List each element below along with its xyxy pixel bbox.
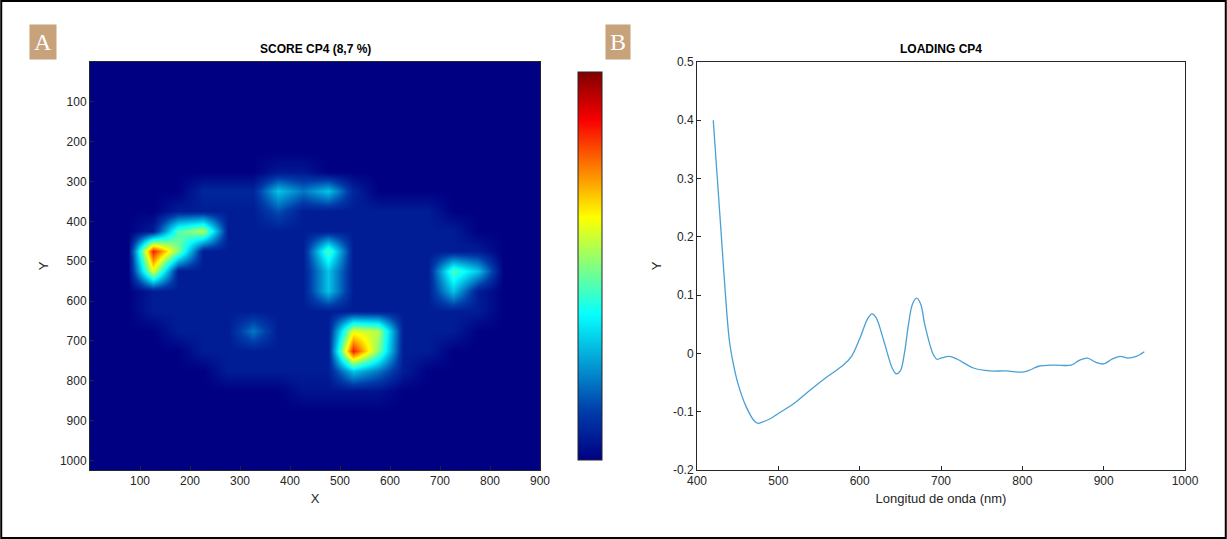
svg-text:B: B [610, 29, 626, 55]
svg-text:600: 600 [67, 294, 87, 308]
svg-text:300: 300 [230, 474, 250, 488]
svg-text:700: 700 [931, 474, 951, 488]
svg-text:500: 500 [330, 474, 350, 488]
svg-text:100: 100 [130, 474, 150, 488]
svg-text:1000: 1000 [1172, 474, 1199, 488]
svg-text:LOADING CP4: LOADING CP4 [900, 42, 982, 56]
svg-text:X: X [311, 491, 320, 506]
svg-text:600: 600 [850, 474, 870, 488]
svg-text:-0.1: -0.1 [673, 405, 694, 419]
svg-text:0.1: 0.1 [677, 288, 694, 302]
svg-text:100: 100 [67, 95, 87, 109]
svg-text:Y: Y [649, 261, 664, 270]
svg-text:Longitud de onda (nm): Longitud de onda (nm) [876, 491, 1007, 506]
svg-text:0.3: 0.3 [677, 172, 694, 186]
svg-text:1000: 1000 [60, 454, 87, 468]
svg-text:400: 400 [280, 474, 300, 488]
svg-text:700: 700 [67, 334, 87, 348]
svg-text:800: 800 [67, 374, 87, 388]
svg-text:400: 400 [67, 215, 87, 229]
svg-text:SCORE CP4 (8,7 %): SCORE CP4 (8,7 %) [260, 42, 371, 56]
svg-text:200: 200 [67, 135, 87, 149]
svg-text:500: 500 [67, 254, 87, 268]
svg-text:-0.2: -0.2 [673, 463, 694, 477]
svg-text:900: 900 [530, 474, 550, 488]
svg-text:Y: Y [36, 261, 51, 270]
svg-text:0.5: 0.5 [677, 55, 694, 69]
svg-text:0.2: 0.2 [677, 230, 694, 244]
svg-text:0: 0 [687, 347, 694, 361]
svg-text:900: 900 [67, 414, 87, 428]
svg-text:900: 900 [1094, 474, 1114, 488]
svg-text:A: A [34, 29, 52, 55]
svg-text:700: 700 [430, 474, 450, 488]
svg-text:300: 300 [67, 175, 87, 189]
svg-text:800: 800 [480, 474, 500, 488]
svg-text:800: 800 [1012, 474, 1032, 488]
svg-text:600: 600 [380, 474, 400, 488]
svg-text:400: 400 [687, 474, 707, 488]
svg-text:500: 500 [768, 474, 788, 488]
svg-text:200: 200 [180, 474, 200, 488]
svg-text:0.4: 0.4 [677, 113, 694, 127]
